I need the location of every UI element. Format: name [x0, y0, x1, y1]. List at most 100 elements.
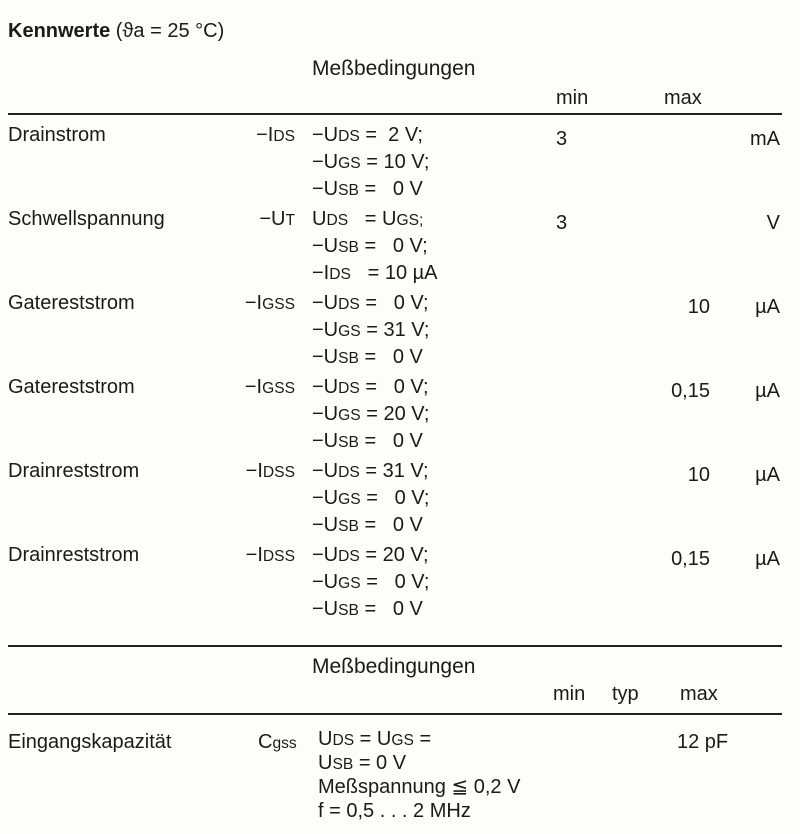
cond-pre: −U: [312, 403, 339, 425]
cond-pre: −U: [312, 346, 339, 368]
symbol-pre: −I: [245, 544, 263, 566]
cond-pre: −I: [312, 262, 330, 284]
cond-sub: SB: [338, 239, 359, 256]
param-name: Gatereststrom: [8, 376, 135, 398]
cond-pre: −U: [312, 571, 339, 593]
condition-line: −USB = 0 V;: [312, 233, 438, 260]
symbol-pre: −I: [244, 292, 263, 314]
header-rule: [8, 113, 782, 115]
param-symbol: −IGSS: [205, 290, 295, 318]
cond-post: = 2 V;: [359, 124, 423, 146]
cond-post: = 20 V;: [359, 544, 429, 566]
symbol-pre: −I: [256, 124, 274, 146]
condition-line: −UDS = 0 V;: [312, 290, 429, 317]
cond-post: = 0 V;: [358, 235, 428, 257]
cond-pre: Meßspannung ≦ 0,2 V: [318, 776, 521, 798]
cond-pre: −U: [312, 235, 339, 257]
conditions: UDS = UGS; −USB = 0 V; −IDS = 10 µA: [312, 206, 438, 287]
condition-line: −UGS = 0 V;: [312, 569, 429, 596]
unit: µA: [755, 296, 780, 318]
condition-line: −UDS = 0 V;: [312, 374, 429, 401]
value-max: 10: [687, 464, 710, 486]
cond-sub: DS: [329, 266, 351, 283]
symbol-pre: −I: [244, 376, 263, 398]
param-symbol: Cgss: [258, 729, 297, 757]
cond-post: = 0 V: [358, 346, 423, 368]
param-name: Drainreststrom: [8, 460, 140, 482]
param-name: Schwellspannung: [8, 208, 165, 230]
symbol-pre: −U: [259, 208, 286, 230]
cond-sub: DS: [338, 128, 360, 145]
condition-line: UDS = UGS;: [312, 206, 438, 233]
cond-pre: −U: [312, 514, 339, 536]
unit: V: [766, 212, 780, 234]
cond-pre: −U: [312, 598, 339, 620]
symbol-sub: gss: [272, 735, 297, 752]
cond-sub: SB: [338, 434, 359, 451]
cond-pre: −U: [312, 292, 339, 314]
value-min: 3: [556, 212, 568, 234]
condition-line: −UDS = 20 V;: [312, 542, 429, 569]
symbol-sub: DS: [273, 128, 295, 145]
cond-pre: −U: [312, 124, 339, 146]
symbol-pre: −I: [245, 460, 263, 482]
cond-post: = 0 V;: [359, 292, 429, 314]
col-typ-2: typ: [612, 683, 639, 705]
condition-line: −USB = 0 V: [312, 344, 429, 371]
cond-post: = 0 V;: [360, 487, 430, 509]
unit: mA: [750, 128, 780, 150]
condition-line: −UDS = 2 V;: [312, 122, 429, 149]
cond-sub: GS: [338, 323, 361, 340]
cond-sub2: GS;: [396, 212, 424, 229]
param-name: Gatereststrom: [8, 292, 135, 314]
condition-line: −USB = 0 V: [312, 176, 429, 203]
cond-pre: −U: [312, 487, 339, 509]
cond-sub: GS: [338, 407, 361, 424]
value-max: 0,15: [671, 548, 710, 570]
cond-pre: −U: [312, 376, 339, 398]
symbol-sub: GSS: [262, 380, 295, 397]
condition-line: −UGS = 0 V;: [312, 485, 429, 512]
cond-post: = U: [348, 208, 397, 230]
cond-sub: SB: [338, 602, 359, 619]
col-min-2: min: [553, 683, 586, 705]
conditions: −UDS = 20 V; −UGS = 0 V; −USB = 0 V: [312, 542, 429, 623]
param-symbol: −IDS: [205, 122, 295, 150]
section-rule: [8, 645, 782, 647]
conditions: −UDS = 2 V; −UGS = 10 V; −USB = 0 V: [312, 122, 429, 203]
col-max-2: max: [680, 683, 718, 705]
cond-post: = 20 V;: [360, 403, 430, 425]
condition-line: f = 0,5 . . . 2 MHz: [318, 799, 520, 823]
cond-pre: −U: [312, 178, 339, 200]
cond-sub: SB: [338, 350, 359, 367]
cond-pre: U: [318, 728, 333, 750]
cond-sub: DS: [338, 380, 360, 397]
cond-sub: DS: [338, 296, 360, 313]
condition-line: −UGS = 20 V;: [312, 401, 429, 428]
symbol-sub: DSS: [262, 548, 295, 565]
col-max: max: [664, 87, 702, 109]
cond-pre: −U: [312, 460, 339, 482]
cond-pre: f = 0,5 . . . 2 MHz: [318, 800, 471, 822]
cond-sub: GS: [338, 491, 361, 508]
cond-sub: GS: [338, 575, 361, 592]
param-symbol: −IDSS: [205, 458, 295, 486]
heading-rest: (ϑa = 25 °C): [110, 20, 225, 42]
cond-post2: =: [413, 728, 432, 750]
symbol-pre: C: [258, 731, 273, 753]
symbol-sub: GSS: [262, 296, 295, 313]
param-symbol: −IGSS: [205, 374, 295, 402]
cond-pre: −U: [312, 544, 339, 566]
condition-line: −UDS = 31 V;: [312, 458, 429, 485]
cond-post: = 10 V;: [360, 151, 430, 173]
value-min: 3: [556, 128, 568, 150]
cond-sub: SB: [338, 182, 359, 199]
param-symbol: −IDSS: [205, 542, 295, 570]
cond-post: = 31 V;: [359, 460, 429, 482]
condition-line: −UGS = 31 V;: [312, 317, 429, 344]
cond-sub: DS: [332, 732, 355, 749]
cond-sub2: GS: [391, 732, 414, 749]
symbol-sub: T: [285, 212, 295, 229]
